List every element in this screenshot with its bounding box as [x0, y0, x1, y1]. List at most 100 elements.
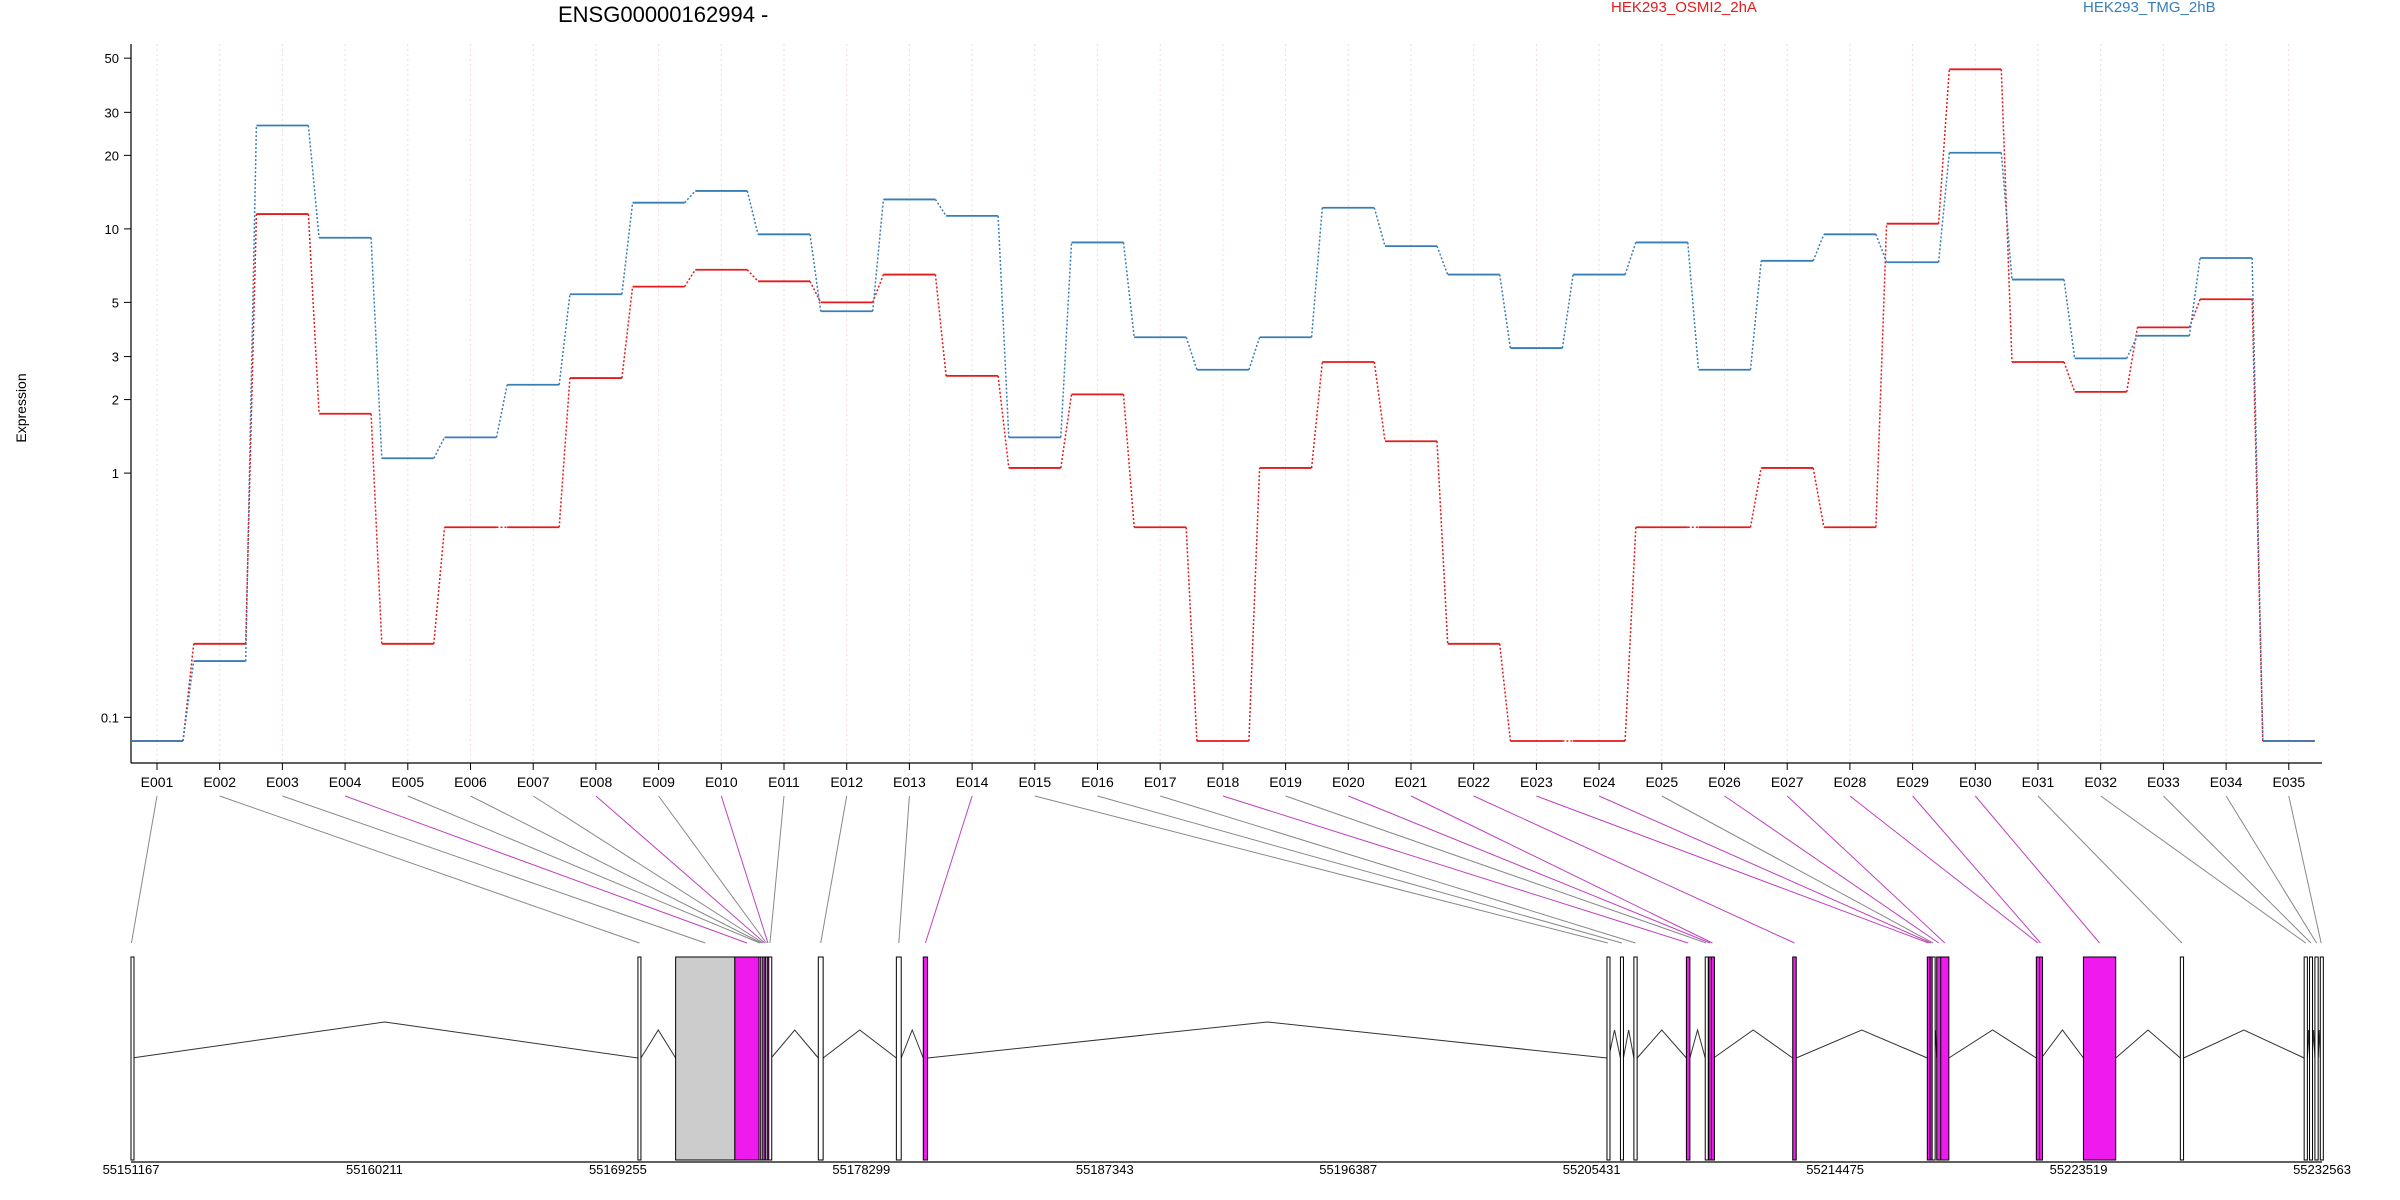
axes	[130, 44, 2322, 764]
x-tick-label-E005: E005	[391, 774, 424, 790]
y-tick-label: 50	[105, 51, 119, 66]
coordinate-label: 55178299	[832, 1162, 890, 1177]
series-2-connector	[182, 660, 195, 742]
x-tick-label-E009: E009	[642, 774, 675, 790]
y-ticks: 0.1 1 2 3 5 10 20 30 50	[101, 51, 131, 725]
x-tick-label-E031: E031	[2022, 774, 2055, 790]
series-2-connector	[244, 125, 258, 662]
y-tick-label: 2	[112, 393, 119, 408]
intron-line	[2115, 1029, 2181, 1059]
series-1-connector	[1624, 527, 1637, 742]
legend-series-1: HEK293_OSMI2_2hA	[1611, 0, 1757, 16]
connector-E007	[532, 795, 764, 944]
connector-E010	[720, 795, 769, 944]
series-2-connector	[1122, 242, 1135, 338]
x-tick-label-E032: E032	[2084, 774, 2117, 790]
y-axis-label: Expression	[13, 373, 29, 442]
gene-model	[130, 956, 2324, 1161]
intron-line	[1608, 1029, 1621, 1059]
coordinate-label: 55160211	[346, 1162, 403, 1177]
series-1-connector	[683, 269, 696, 288]
connector-E021	[1410, 795, 1713, 944]
series-1-connector	[307, 214, 320, 414]
series-1-connector	[558, 378, 571, 528]
series-1-connector	[370, 413, 383, 644]
connector-E033	[2163, 795, 2312, 944]
series-2-connector	[1248, 337, 1261, 370]
x-tick-label-E023: E023	[1520, 774, 1553, 790]
y-tick-label: 20	[105, 148, 119, 163]
x-tick-label-E026: E026	[1708, 774, 1741, 790]
series-1-connector	[182, 643, 195, 742]
x-tick-label-E014: E014	[956, 774, 989, 790]
intron-line	[1948, 1029, 2037, 1059]
exon-box-E031	[2179, 956, 2185, 1161]
intron-line	[927, 1021, 1608, 1059]
connector-E014	[924, 795, 973, 944]
series-2-connector	[1749, 260, 1762, 370]
connector-E015	[1034, 795, 1608, 944]
exon-box-E032	[2303, 956, 2308, 1161]
coordinate-axis: 55151167 55160211 55169255 55178299 55187343…	[103, 1161, 2351, 1177]
series-1-connector	[1749, 467, 1762, 528]
x-tick-label-E028: E028	[1834, 774, 1867, 790]
series-1-connector	[1060, 394, 1073, 469]
x-tick-label-E022: E022	[1457, 774, 1490, 790]
series-2-connector	[746, 190, 759, 235]
exon-box-E033	[2309, 956, 2314, 1161]
x-tick-label-E030: E030	[1959, 774, 1992, 790]
connector-E019	[1285, 795, 1707, 944]
series-1-connector	[621, 286, 634, 379]
coordinate-label: 55187343	[1076, 1162, 1134, 1177]
exon-box-E002	[637, 956, 642, 1161]
series-1-connector	[1373, 361, 1386, 442]
series-1-connector	[1937, 69, 1951, 224]
series-2-connector	[997, 215, 1010, 438]
series-2-connector	[1060, 242, 1073, 438]
connector-E022	[1473, 795, 1795, 944]
series-2-connector	[1624, 242, 1637, 275]
y-tick-label: 0.1	[101, 710, 119, 725]
x-tick-label-E019: E019	[1269, 774, 1302, 790]
exon-box-E014	[922, 956, 929, 1161]
x-tick-label-E020: E020	[1332, 774, 1365, 790]
intron-line	[1622, 1029, 1635, 1059]
coordinate-label: 55214475	[1806, 1162, 1864, 1177]
coordinate-label: 55196387	[1319, 1162, 1377, 1177]
series-2-connector	[684, 190, 696, 204]
series-2-connector	[1687, 242, 1700, 370]
x-tick-label-E018: E018	[1207, 774, 1240, 790]
x-tick-label-E012: E012	[830, 774, 863, 790]
connector-E034	[2225, 795, 2317, 944]
exon-connectors	[130, 795, 2322, 944]
coordinate-label: 55205431	[1563, 1162, 1621, 1177]
connector-E003	[282, 795, 706, 944]
series-2-connector	[809, 234, 822, 312]
exon-box-E027	[1940, 956, 1950, 1161]
x-tick-label-E006: E006	[454, 774, 487, 790]
x-tick-label-E004: E004	[329, 774, 362, 790]
series-2-connector	[1436, 245, 1449, 275]
legend-series-2: HEK293_TMG_2hB	[2083, 0, 2216, 16]
connector-E031	[2037, 795, 2183, 944]
x-tick-label-E015: E015	[1018, 774, 1051, 790]
series-2-connector	[1373, 207, 1386, 247]
x-tick-label-E011: E011	[768, 774, 800, 790]
coordinate-label: 55169255	[589, 1162, 647, 1177]
connector-E001	[130, 795, 158, 944]
x-tick-label-E002: E002	[203, 774, 236, 790]
series-2-connector	[1185, 337, 1198, 370]
series-1-connector	[1875, 223, 1888, 528]
intron-line	[2183, 1029, 2305, 1059]
series-2-connector	[1310, 207, 1324, 338]
y-tick-label: 1	[112, 466, 119, 481]
x-tick-label-E001: E001	[141, 774, 174, 790]
intron-line	[770, 1029, 819, 1059]
series-2-connector	[1812, 234, 1825, 262]
series-1-connector	[1436, 441, 1449, 644]
connector-E009	[658, 795, 767, 944]
exon-box-E034	[2314, 956, 2319, 1161]
series-2-connector	[2126, 335, 2139, 359]
series-2-connector	[558, 294, 571, 385]
x-tick-label-E027: E027	[1771, 774, 1804, 790]
